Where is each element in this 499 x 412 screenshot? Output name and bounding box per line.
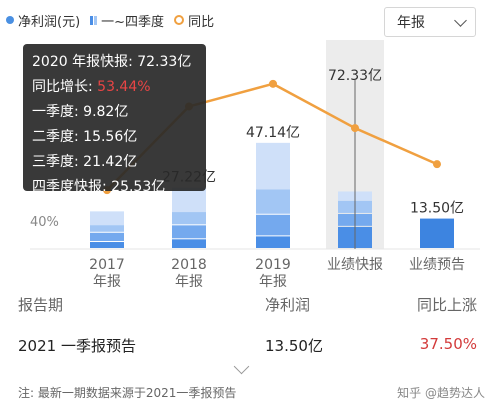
bar-segment <box>256 142 290 190</box>
x-tick-label: 年报 <box>259 274 287 290</box>
circle-icon <box>174 15 185 25</box>
legend-net-profit-label: 净利润(元) <box>18 14 81 30</box>
chart-legend: 净利润(元) 一~四季度 同比 <box>6 8 214 32</box>
bar-segment <box>90 211 124 226</box>
bar-segment <box>172 212 206 225</box>
bar-total-label: 72.33亿 <box>328 68 382 84</box>
bar-segment <box>90 242 124 248</box>
watermark: 知乎 @趋势达人 <box>397 386 485 400</box>
stacked-bars-icon <box>90 15 98 25</box>
legend-quarters[interactable]: 一~四季度 <box>90 11 164 30</box>
bar-total-label: 47.14亿 <box>246 125 300 141</box>
tooltip-q4: 四季度快报: 25.53亿 <box>32 179 166 195</box>
profit-chart[interactable]: 40%2017年报27.22亿2018年报47.14亿2019年报72.33亿业… <box>0 40 499 290</box>
tooltip-q3: 三季度: 21.42亿 <box>32 154 138 170</box>
header-change: 同比上涨 <box>416 296 477 314</box>
x-tick-label: 业绩预告 <box>409 257 465 273</box>
x-tick-label: 2018 <box>171 257 207 273</box>
tooltip-title: 2020 年报快报: 72.33亿 <box>32 54 192 70</box>
legend-net-profit[interactable]: 净利润(元) <box>6 11 80 30</box>
bar-segment <box>172 225 206 239</box>
x-tick-label: 年报 <box>175 274 203 290</box>
bar-segment <box>256 236 290 248</box>
legend-yoy-label: 同比 <box>188 14 215 30</box>
row-period: 2021 一季报预告 <box>18 337 136 355</box>
footnote: 注: 最新一期数据来源于2021一季报预告 <box>18 386 237 400</box>
chevron-down-icon <box>454 13 467 27</box>
bar-total-label: 13.50亿 <box>410 201 464 217</box>
y-tick-label: 40% <box>30 215 59 230</box>
period-select[interactable]: 年报 <box>384 7 476 37</box>
chevron-down-icon <box>233 358 250 375</box>
row-profit: 13.50亿 <box>265 337 323 355</box>
header-period: 报告期 <box>18 296 64 314</box>
chart-tooltip: 2020 年报快报: 72.33亿 同比增长: 53.44% 一季度: 9.82… <box>23 44 206 195</box>
legend-quarters-label: 一~四季度 <box>101 14 165 30</box>
tooltip-growth: 同比增长: 53.44% <box>32 79 151 95</box>
row-change: 37.50% <box>419 335 477 353</box>
x-tick-label: 2019 <box>255 257 291 273</box>
tooltip-q1: 一季度: 9.82亿 <box>32 104 129 120</box>
yoy-point <box>269 79 277 88</box>
bar-segment <box>90 232 124 242</box>
x-tick-label: 年报 <box>93 274 121 290</box>
bar-segment <box>256 189 290 214</box>
expand-button[interactable] <box>233 358 250 375</box>
yoy-point <box>433 160 441 169</box>
bar-segment <box>256 214 290 236</box>
period-select-value: 年报 <box>397 15 425 31</box>
yoy-point <box>351 124 359 133</box>
x-tick-label: 业绩快报 <box>327 257 383 273</box>
bar-segment <box>420 218 454 248</box>
dot-icon <box>6 16 14 24</box>
legend-yoy[interactable]: 同比 <box>174 11 214 30</box>
x-tick-label: 2017 <box>89 257 125 273</box>
tooltip-q2: 二季度: 15.56亿 <box>32 129 138 145</box>
bar-segment <box>90 225 124 232</box>
header-profit: 净利润 <box>265 296 311 314</box>
tooltip-growth-value: 53.44% <box>97 79 151 95</box>
bar-segment <box>172 187 206 213</box>
bar-segment <box>172 239 206 248</box>
